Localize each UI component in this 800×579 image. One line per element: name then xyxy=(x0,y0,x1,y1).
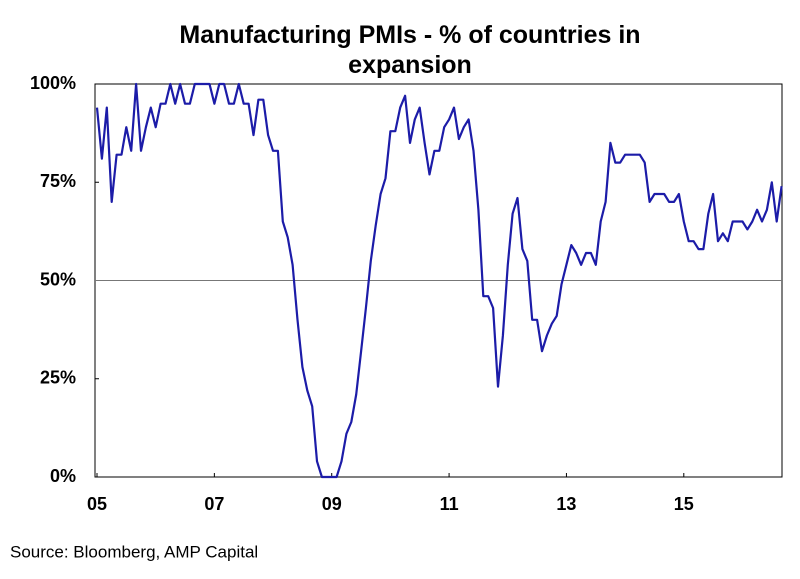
source: Source: Bloomberg, AMP Capital xyxy=(10,542,258,561)
x-tick-label: 11 xyxy=(440,494,459,514)
x-tick-label: 15 xyxy=(674,494,694,514)
series-line xyxy=(95,82,783,479)
y-tick-label: 0% xyxy=(50,466,76,486)
x-tick-label: 09 xyxy=(322,494,342,514)
x-tick-label: 05 xyxy=(87,494,107,514)
y-tick-label: 25% xyxy=(40,368,76,388)
x-tick-label: 13 xyxy=(556,494,576,514)
y-tick-label: 100% xyxy=(30,73,76,93)
y-tick-label: 75% xyxy=(40,171,76,191)
x-tick-label: 07 xyxy=(204,494,224,514)
chart-title: Manufacturing PMIs - % of countries in e… xyxy=(179,21,641,79)
y-tick-label: 50% xyxy=(40,269,76,289)
